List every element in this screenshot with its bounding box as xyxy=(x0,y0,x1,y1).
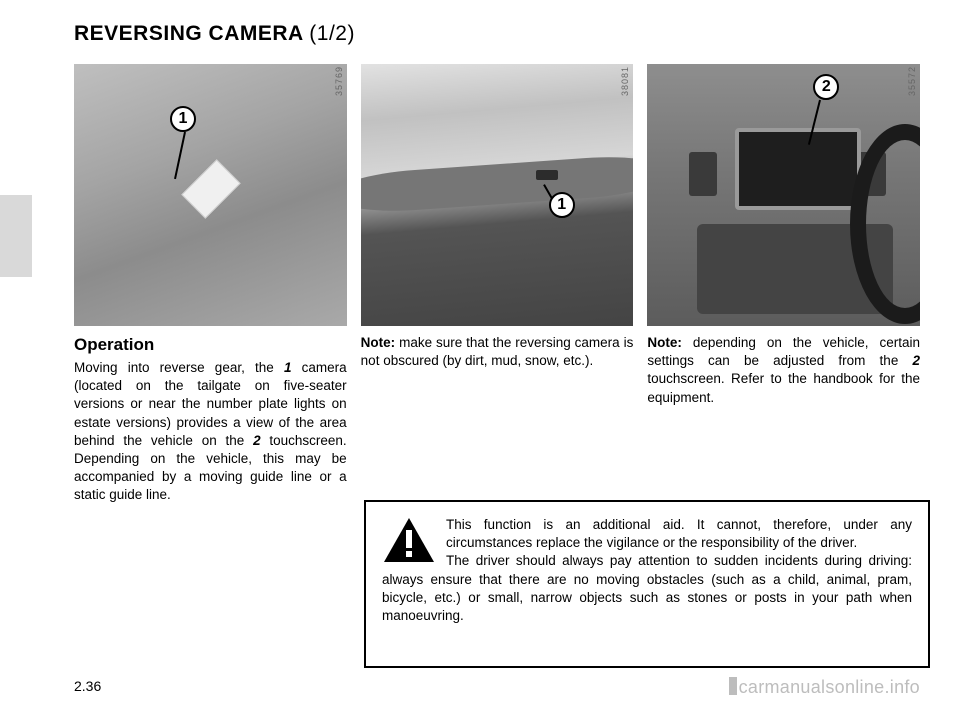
watermark-glyph-icon xyxy=(729,677,737,695)
note-label: Note: xyxy=(361,335,396,350)
touchscreen-shape xyxy=(735,128,861,210)
watermark-text: carmanualsonline.info xyxy=(739,677,920,697)
column-note-obscured: Note: make sure that the reversing camer… xyxy=(361,334,634,505)
note-body: Note: depending on the vehicle, certain … xyxy=(647,334,920,407)
camera-spot-shape xyxy=(536,170,558,180)
column-operation: Operation Moving into reverse gear, the … xyxy=(74,334,347,505)
warning-line-2: The driver should always pay attention t… xyxy=(382,553,912,623)
text-fragment: depending on the vehicle, certain settin… xyxy=(647,335,920,368)
text-columns-row: Operation Moving into reverse gear, the … xyxy=(74,334,920,505)
section-side-tab xyxy=(0,195,32,277)
page-number: 2.36 xyxy=(74,678,101,694)
note-label: Note: xyxy=(647,335,682,350)
title-pager: (1/2) xyxy=(309,22,355,45)
air-vent-shape xyxy=(689,152,717,196)
watermark: carmanualsonline.info xyxy=(729,677,920,698)
title-text: REVERSING CAMERA xyxy=(74,22,303,45)
callout-marker-2: 2 xyxy=(813,74,839,100)
text-fragment: Moving into reverse gear, the xyxy=(74,360,284,375)
text-fragment: make sure that the reversing camera is n… xyxy=(361,335,634,368)
image-code: 35769 xyxy=(334,66,344,96)
column-note-settings: Note: depending on the vehicle, certain … xyxy=(647,334,920,505)
page-title: REVERSING CAMERA (1/2) xyxy=(74,22,920,46)
images-row: 35769 1 38081 1 35572 2 xyxy=(74,64,920,326)
ref-touchscreen-2: 2 xyxy=(253,433,261,448)
figure-bumper-camera: 38081 1 xyxy=(361,64,634,326)
callout-marker-1: 1 xyxy=(170,106,196,132)
bumper-shape xyxy=(361,152,634,216)
figure-dashboard-touchscreen: 35572 2 xyxy=(647,64,920,326)
tailgate-badge-shape xyxy=(181,159,240,218)
operation-heading: Operation xyxy=(74,334,347,357)
manual-page: REVERSING CAMERA (1/2) 35769 1 38081 1 3… xyxy=(0,0,960,710)
warning-line-1: This function is an additional aid. It c… xyxy=(446,517,912,550)
ref-touchscreen-2: 2 xyxy=(913,353,921,368)
operation-body: Moving into reverse gear, the 1 camera (… xyxy=(74,359,347,505)
warning-triangle-icon xyxy=(382,516,436,564)
note-body: Note: make sure that the reversing camer… xyxy=(361,334,634,370)
image-code: 38081 xyxy=(620,66,630,96)
warning-box: This function is an additional aid. It c… xyxy=(364,500,930,668)
text-fragment: touchscreen. Refer to the handbook for t… xyxy=(647,371,920,404)
figure-tailgate-camera: 35769 1 xyxy=(74,64,347,326)
image-code: 35572 xyxy=(907,66,917,96)
callout-marker-1: 1 xyxy=(549,192,575,218)
callout-leader xyxy=(174,132,186,179)
